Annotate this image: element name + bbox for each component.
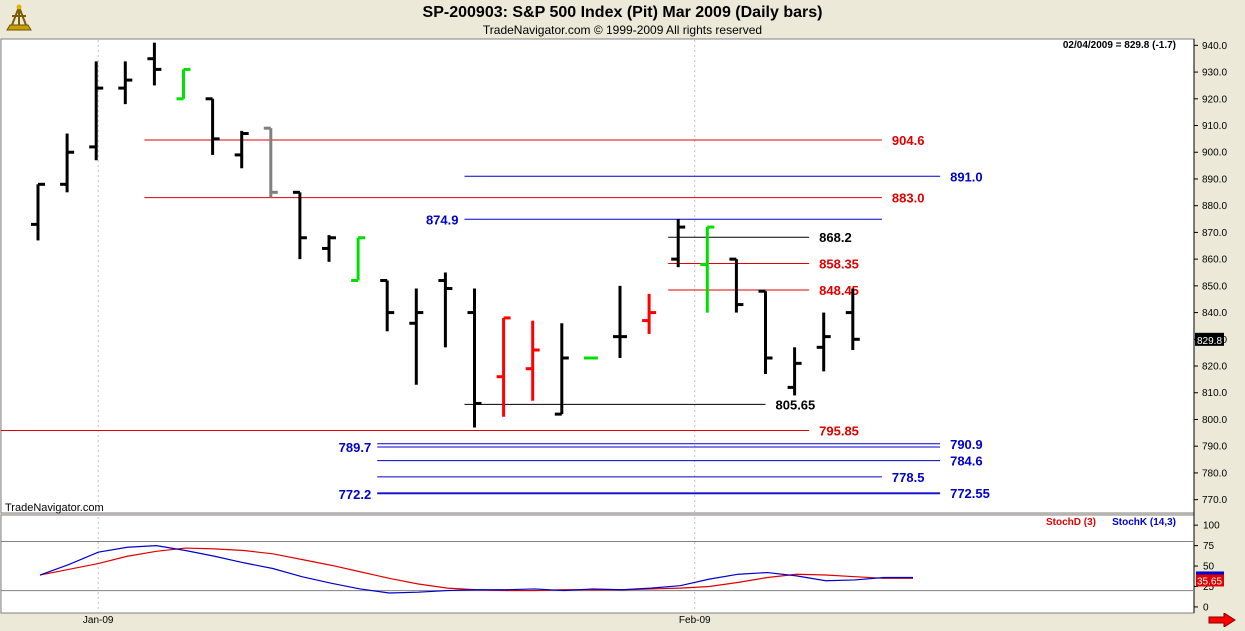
price-bar xyxy=(613,285,627,359)
level-label: 891.0 xyxy=(950,169,983,184)
price-bar xyxy=(31,182,45,241)
y-tick-label: 870.0 xyxy=(1202,228,1227,239)
y-tick-label: 930.0 xyxy=(1202,68,1227,79)
level-label: 778.5 xyxy=(892,470,925,485)
level-label: 805.65 xyxy=(776,397,816,412)
stoch-tick-label: 50 xyxy=(1203,562,1215,573)
price-bar xyxy=(758,289,773,375)
watermark-text: TradeNavigator.com xyxy=(5,502,104,514)
stoch-series-line xyxy=(39,545,913,594)
level-label: 868.2 xyxy=(819,230,852,245)
level-label: 858.35 xyxy=(819,257,859,272)
price-bar xyxy=(176,67,191,101)
level-label: 883.0 xyxy=(892,191,925,206)
price-bar xyxy=(234,130,249,169)
stoch-tick-label: 100 xyxy=(1203,521,1220,532)
price-bar xyxy=(816,312,831,372)
last-price-box xyxy=(1195,332,1224,346)
price-bar xyxy=(409,288,424,385)
last-price-label: 829.8 xyxy=(1197,336,1222,347)
y-tick-label: 910.0 xyxy=(1202,121,1227,132)
y-tick-label: 790.0 xyxy=(1202,442,1227,453)
level-label: 772.55 xyxy=(950,486,990,501)
price-panel[interactable] xyxy=(0,38,1195,514)
price-bar xyxy=(438,272,453,348)
price-bar xyxy=(263,126,278,198)
y-tick-label: 880.0 xyxy=(1202,201,1227,212)
y-tick-label: 840.0 xyxy=(1202,308,1227,319)
legend-stochd: StochD (3) xyxy=(1046,517,1096,528)
y-tick-label: 920.0 xyxy=(1202,94,1227,105)
price-bar xyxy=(787,347,802,396)
y-tick-label: 780.0 xyxy=(1202,468,1227,479)
level-label: 790.9 xyxy=(950,437,983,452)
price-bar xyxy=(525,320,540,401)
y-tick-label: 900.0 xyxy=(1202,148,1227,159)
level-label: 772.2 xyxy=(339,487,372,502)
price-bar xyxy=(467,288,482,428)
price-bar xyxy=(671,219,686,268)
y-tick-label: 890.0 xyxy=(1202,174,1227,185)
price-readout: 02/04/2009 = 829.8 (-1.7) xyxy=(1063,40,1176,51)
price-bar xyxy=(496,316,511,417)
stochastic-panel[interactable] xyxy=(0,514,1195,614)
y-tick-label: 820.0 xyxy=(1202,362,1227,373)
level-label: 904.6 xyxy=(892,133,925,148)
price-bar xyxy=(89,61,104,161)
x-tick-label: Feb-09 xyxy=(679,615,711,626)
red-right-arrow-icon[interactable] xyxy=(1208,613,1236,627)
price-bar xyxy=(147,42,162,86)
y-tick-label: 770.0 xyxy=(1202,495,1227,506)
sextant-logo-icon[interactable] xyxy=(4,4,34,34)
legend-stochk: StochK (14,3) xyxy=(1112,517,1176,528)
price-bar xyxy=(322,235,336,262)
price-bar xyxy=(700,225,715,313)
stoch-tick-label: 0 xyxy=(1203,602,1209,613)
price-bar xyxy=(351,236,366,283)
price-bar xyxy=(60,133,75,193)
level-label: 848.45 xyxy=(819,283,859,298)
price-bar xyxy=(845,288,860,350)
price-bar xyxy=(642,293,657,334)
price-bar xyxy=(729,257,744,313)
y-tick-label: 860.0 xyxy=(1202,255,1227,266)
level-label: 795.85 xyxy=(819,424,859,439)
price-bar xyxy=(554,323,569,416)
price-bar xyxy=(205,97,220,155)
x-tick-label: Jan-09 xyxy=(83,615,114,626)
stoch-readout-label: 35.65 xyxy=(1197,576,1222,587)
level-label: 784.6 xyxy=(950,454,983,469)
stoch-tick-label: 75 xyxy=(1203,541,1215,552)
y-tick-label: 810.0 xyxy=(1202,388,1227,399)
chart-title: SP-200903: S&P 500 Index (Pit) Mar 2009 … xyxy=(422,4,823,21)
price-bar xyxy=(380,279,395,332)
y-tick-label: 850.0 xyxy=(1202,281,1227,292)
y-tick-label: 940.0 xyxy=(1202,41,1227,52)
copyright-text: TradeNavigator.com © 1999-2009 All right… xyxy=(482,23,763,37)
stochd-readout-box xyxy=(1196,574,1224,587)
y-tick-label: 800.0 xyxy=(1202,415,1227,426)
price-bar xyxy=(118,61,133,105)
price-bar xyxy=(292,190,307,260)
level-label: 874.9 xyxy=(426,212,459,227)
level-label: 789.7 xyxy=(339,440,372,455)
stoch-tick-label: 25 xyxy=(1203,582,1215,593)
stochk-readout-box xyxy=(1196,571,1224,575)
